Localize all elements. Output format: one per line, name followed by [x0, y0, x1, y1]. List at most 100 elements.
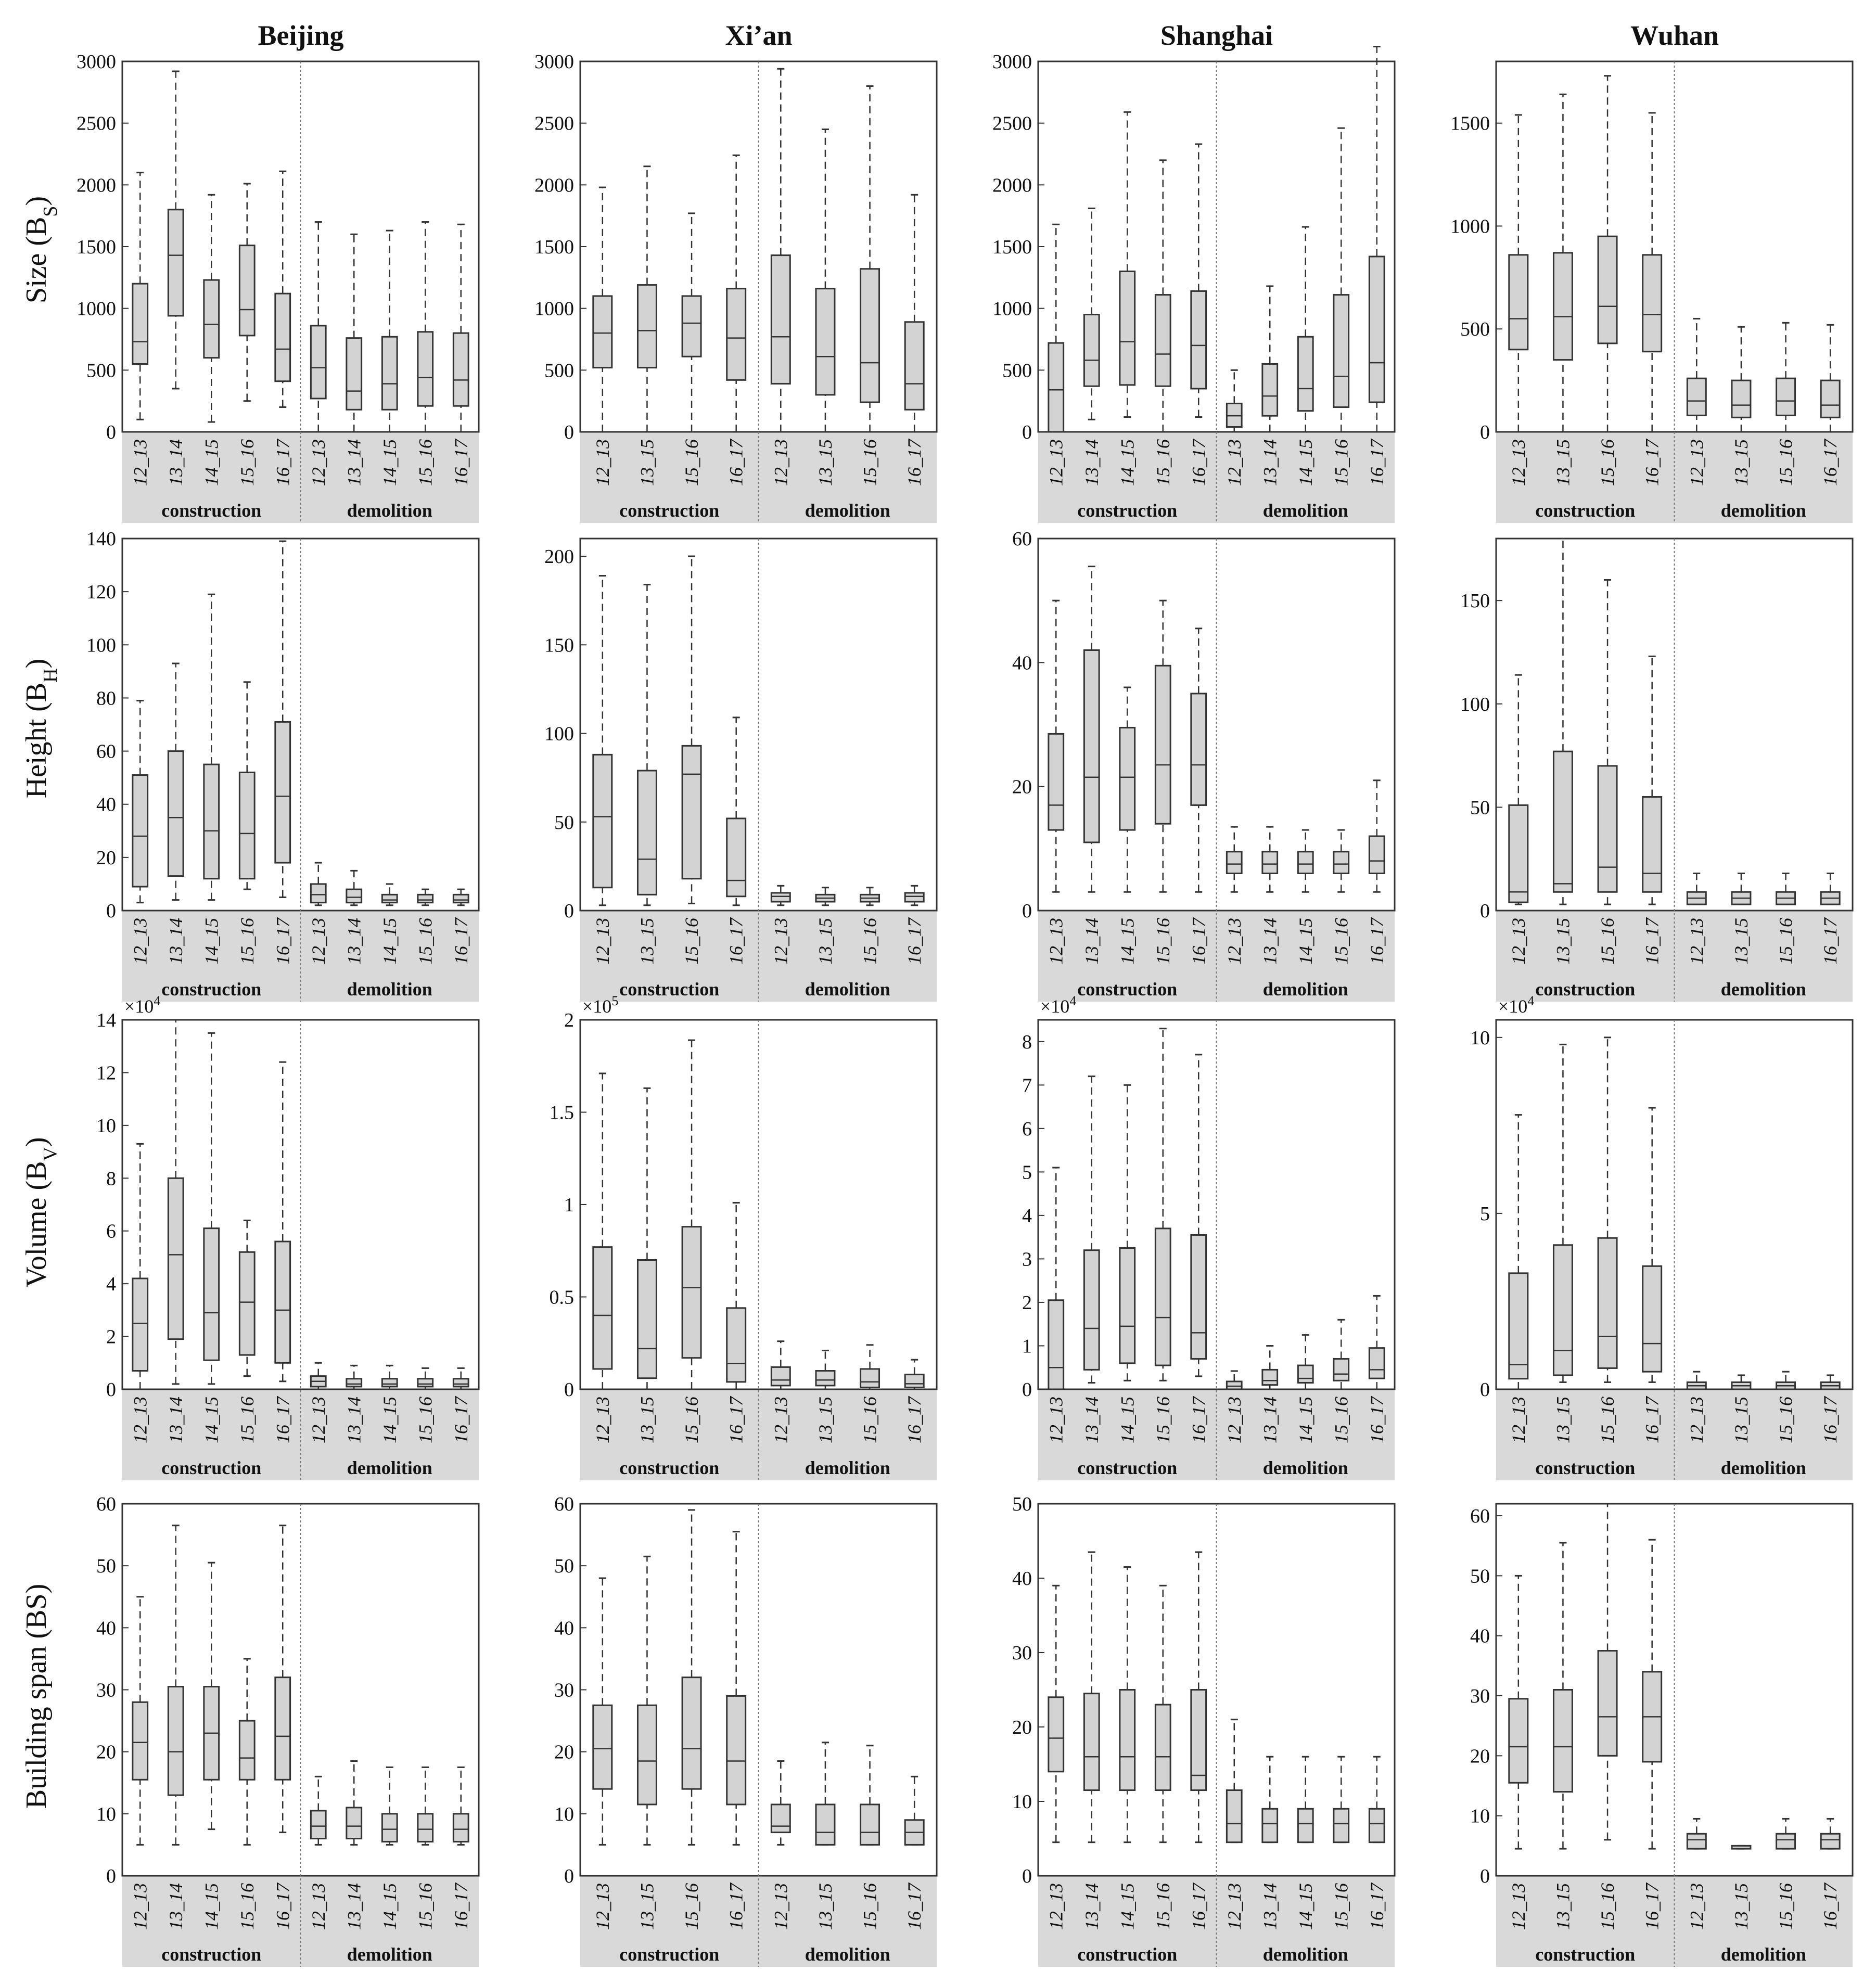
box-12_13-construction	[1508, 114, 1529, 433]
panel-height-wuhan: 0 50 100 150 12_13 13_15 15_16 16_17 12_13 13_15 1…	[1460, 537, 1854, 1002]
category-label: 13_15	[1552, 1397, 1573, 1443]
category-label: 12_13	[1508, 918, 1529, 965]
category-label: 13_15	[1552, 1883, 1573, 1930]
iqr-box	[904, 1374, 925, 1388]
box-15_16-demolition	[1333, 1319, 1350, 1390]
category-label: 15_16	[1153, 918, 1173, 965]
group-label-demolition: demolition	[347, 979, 432, 1000]
category-label: 13_15	[1552, 439, 1573, 486]
iqr-box	[1261, 1368, 1279, 1386]
y-tick-label: 0	[564, 1379, 574, 1401]
category-label: 16_17	[726, 1396, 747, 1443]
y-tick-label: 140	[86, 528, 116, 550]
category-label: 13_14	[165, 439, 186, 486]
y-tick-label: 2	[564, 1009, 574, 1031]
category-label: 13_15	[1731, 439, 1752, 486]
box-13_14-construction	[167, 662, 184, 901]
category-label: 13_15	[636, 439, 657, 486]
box-14_15-construction	[203, 1032, 220, 1385]
box-15_16-demolition	[417, 888, 434, 906]
category-label: 13_14	[1259, 439, 1280, 486]
category-label: 15_16	[1776, 1397, 1796, 1443]
y-tick-label: 500	[1460, 318, 1490, 340]
iqr-box	[274, 1240, 291, 1364]
category-label: 12_13	[1224, 1883, 1245, 1930]
category-label: 12_13	[308, 918, 329, 965]
iqr-box	[1083, 1693, 1100, 1791]
iqr-box	[904, 321, 925, 411]
iqr-box	[770, 1803, 791, 1834]
group-label-demolition: demolition	[347, 1457, 432, 1478]
category-label: 16_17	[272, 438, 293, 486]
category-label: 16_17	[451, 438, 471, 486]
box-13_14-demolition	[1261, 1756, 1279, 1844]
box-16_17-demolition	[1368, 1756, 1385, 1844]
iqr-box	[1368, 255, 1385, 403]
y-tick-label: 0	[1480, 421, 1490, 443]
iqr-box	[636, 1704, 657, 1806]
city-title-beijing: Beijing	[258, 20, 343, 51]
iqr-box	[452, 893, 469, 904]
category-label: 15_16	[860, 1883, 880, 1930]
iqr-box	[346, 1378, 363, 1388]
category-label: 16_17	[451, 917, 471, 965]
y-tick-label: 1.5	[550, 1102, 575, 1124]
y-tick-label: 40	[554, 1617, 574, 1639]
group-label-construction: construction	[1077, 1457, 1177, 1478]
category-label: 16_17	[1188, 1396, 1209, 1443]
iqr-box	[1154, 294, 1171, 387]
y-tick-label: 0.5	[550, 1287, 575, 1309]
category-label: 12_13	[592, 918, 613, 965]
box-14_15-demolition	[1297, 1756, 1314, 1844]
category-label: 12_13	[308, 1397, 329, 1443]
iqr-box	[1333, 294, 1350, 408]
y-tick-label: 14	[96, 1009, 116, 1031]
iqr-box	[274, 292, 291, 382]
group-label-demolition: demolition	[805, 1457, 890, 1478]
y-tick-label: 30	[96, 1680, 116, 1701]
y-tick-label: 0	[1480, 900, 1490, 922]
iqr-box	[681, 295, 702, 357]
y-tick-label: 2500	[534, 113, 574, 135]
y-tick-label: 100	[86, 634, 116, 656]
box-16_17-construction	[726, 154, 747, 433]
category-label: 13_15	[1731, 1883, 1752, 1930]
box-12_13-construction	[1508, 1114, 1529, 1390]
y-tick-label: 40	[96, 794, 116, 816]
panel-size-shanghai: 0 500 1000 1500 2000 2500 3000 12_13 13_14 14_15 1…	[992, 46, 1396, 523]
category-label: 16_17	[726, 1882, 747, 1930]
iqr-box	[1731, 379, 1752, 418]
box-13_14-construction	[1083, 1551, 1100, 1844]
box-15_16-construction	[1597, 1036, 1618, 1383]
box-15_16-demolition	[1333, 1756, 1350, 1844]
iqr-box	[452, 332, 469, 407]
iqr-box	[1048, 1696, 1065, 1773]
iqr-box	[1119, 1247, 1136, 1364]
iqr-box	[1083, 314, 1100, 387]
box-13_14-demolition	[346, 1364, 363, 1390]
category-label: 12_13	[770, 1883, 791, 1930]
box-15_16-demolition	[417, 221, 434, 433]
y-tick-label: 1500	[76, 236, 116, 258]
y-tick-label: 0	[1480, 1379, 1490, 1401]
box-15_16-construction	[1154, 159, 1171, 433]
category-label: 12_13	[130, 1883, 150, 1930]
iqr-box	[815, 1370, 836, 1387]
iqr-box	[1820, 379, 1841, 418]
category-label: 12_13	[1686, 1397, 1707, 1443]
category-label: 15_16	[860, 439, 880, 486]
row-label-building-span: Building span (BS)	[20, 1584, 53, 1809]
box-12_13-demolition	[770, 1340, 791, 1390]
iqr-box	[860, 268, 880, 403]
y-tick-label: 10	[1012, 1791, 1032, 1813]
box-16_17-demolition	[452, 223, 469, 433]
category-label: 12_13	[1686, 439, 1707, 486]
box-12_13-demolition	[1226, 1719, 1243, 1844]
box-15_16-construction	[681, 555, 702, 904]
category-label: 13_14	[343, 439, 364, 486]
y-tick-label: 30	[1470, 1685, 1490, 1707]
iqr-box	[1368, 835, 1385, 874]
category-label: 13_15	[1731, 1397, 1752, 1443]
box-12_13-demolition	[310, 862, 327, 906]
box-13_15-construction	[1552, 1542, 1573, 1850]
